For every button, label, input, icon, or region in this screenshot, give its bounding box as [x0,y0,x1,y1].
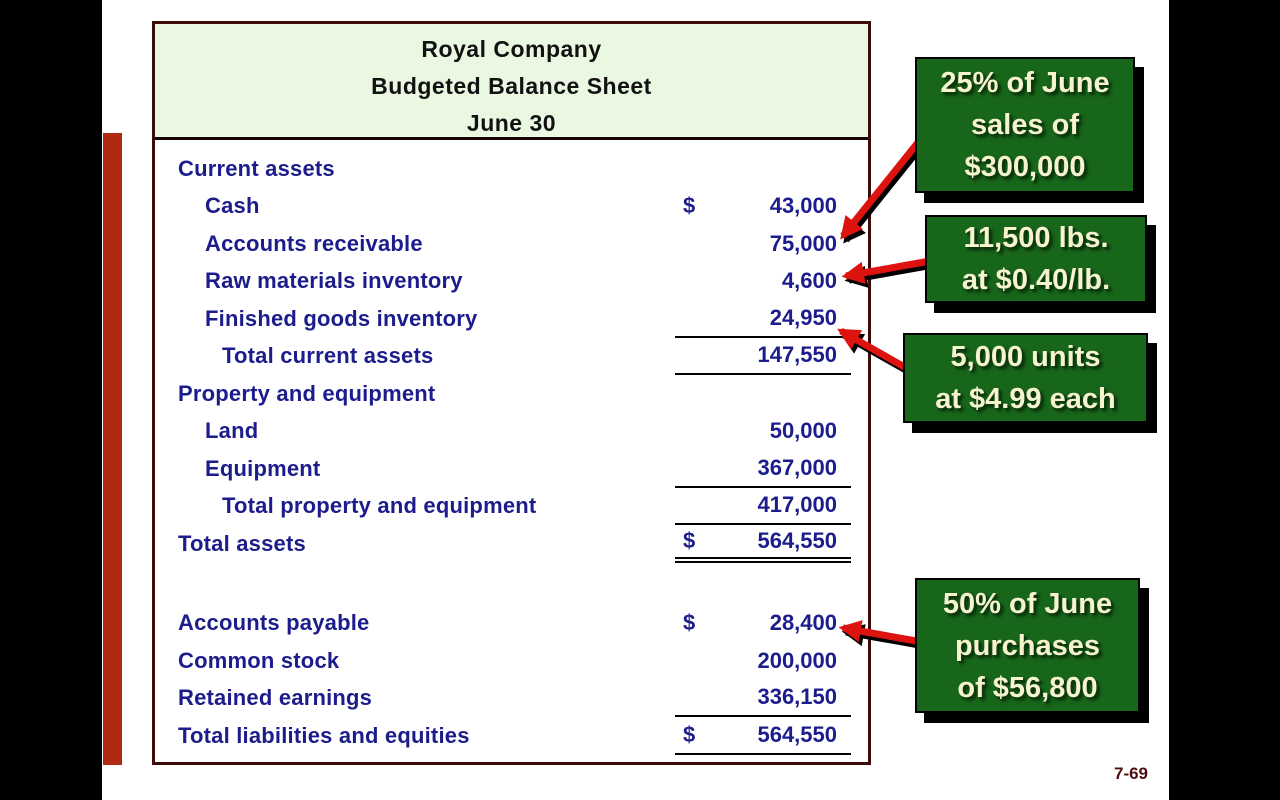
row-amount: 147,550 [757,342,837,368]
table-body: Current assets Cash $43,000 Accounts rec… [155,140,868,755]
row-current-assets: Current assets [178,150,868,188]
callout-line: purchases [954,629,1101,662]
callout-line: 11,500 lbs. [963,222,1109,254]
row-land: Land 50,000 [178,413,868,451]
callout-line: at $0.40/lb. [961,264,1111,296]
statement-date: June 30 [466,110,557,136]
balance-sheet-table: Royal Company Budgeted Balance Sheet Jun… [152,21,871,765]
row-amount: 367,000 [757,454,837,480]
row-label: Total assets [178,530,306,556]
callout-line: 50% of June [942,587,1113,620]
row-total-liabilities-and-equities: Total liabilities and equities $564,550 [178,717,868,755]
row-label: Property and equipment [178,380,436,406]
table-header: Royal Company Budgeted Balance Sheet Jun… [155,24,868,140]
row-amount: 28,400 [769,610,837,636]
row-accounts-receivable: Accounts receivable 75,000 [178,225,868,263]
row-equipment: Equipment 367,000 [178,450,868,488]
dollar-sign: $ [683,193,696,219]
row-raw-materials-inventory: Raw materials inventory 4,600 [178,263,868,301]
callout-line: 25% of June [940,67,1110,99]
spacer-row [178,563,868,605]
row-amount: 24,950 [769,304,837,330]
row-cash: Cash $43,000 [178,188,868,226]
row-label: Cash [205,193,260,219]
callout-line: of $56,800 [957,671,1098,704]
row-common-stock: Common stock 200,000 [178,642,868,680]
row-property-and-equipment: Property and equipment [178,375,868,413]
callout-raw-materials: 11,500 lbs. at $0.40/lb. [925,215,1147,303]
row-amount: 43,000 [769,193,837,219]
callout-line: at $4.99 each [935,383,1116,415]
row-label: Retained earnings [178,685,373,711]
row-retained-earnings: Retained earnings 336,150 [178,680,868,717]
row-amount: 75,000 [769,230,837,256]
red-accent-bar [103,133,122,765]
row-label: Total property and equipment [222,493,537,519]
row-amount: 336,150 [757,684,837,710]
row-label: Total current assets [222,343,434,369]
row-total-assets: Total assets $564,550 [178,525,868,563]
slide-page-number: 7-69 [1113,764,1149,783]
callout-line: 5,000 units [950,341,1101,373]
callout-line: sales of [971,109,1079,141]
callout-finished-goods: 5,000 units at $4.99 each [903,333,1148,423]
statement-title: Budgeted Balance Sheet [371,73,652,99]
row-amount: 564,550 [757,721,837,747]
dollar-sign: $ [683,610,696,636]
row-label: Raw materials inventory [205,268,463,294]
dollar-sign: $ [683,721,696,747]
dollar-sign: $ [683,527,696,553]
company-name: Royal Company [421,36,602,62]
row-finished-goods-inventory: Finished goods inventory 24,950 [178,300,868,338]
row-amount: 564,550 [757,527,837,553]
row-amount: 417,000 [757,492,837,518]
left-black-bar [0,0,102,800]
row-amount: 200,000 [757,647,837,673]
row-label: Total liabilities and equities [178,722,470,748]
row-amount: 50,000 [769,418,837,444]
row-total-current-assets: Total current assets 147,550 [178,338,868,375]
right-black-bar [1169,0,1280,800]
row-total-property-and-equipment: Total property and equipment 417,000 [178,488,868,525]
callout-line: $300,000 [964,151,1086,183]
row-accounts-payable: Accounts payable $28,400 [178,605,868,643]
row-label: Common stock [178,647,340,673]
callout-june-purchases: 50% of June purchases of $56,800 [915,578,1140,713]
row-label: Accounts receivable [205,230,423,256]
row-label: Land [205,418,259,444]
callout-june-sales: 25% of June sales of $300,000 [915,57,1135,193]
row-label: Equipment [205,455,321,481]
row-label: Accounts payable [178,610,370,636]
row-amount: 4,600 [781,268,837,294]
row-label: Finished goods inventory [205,305,478,331]
row-label: Current assets [178,155,335,181]
